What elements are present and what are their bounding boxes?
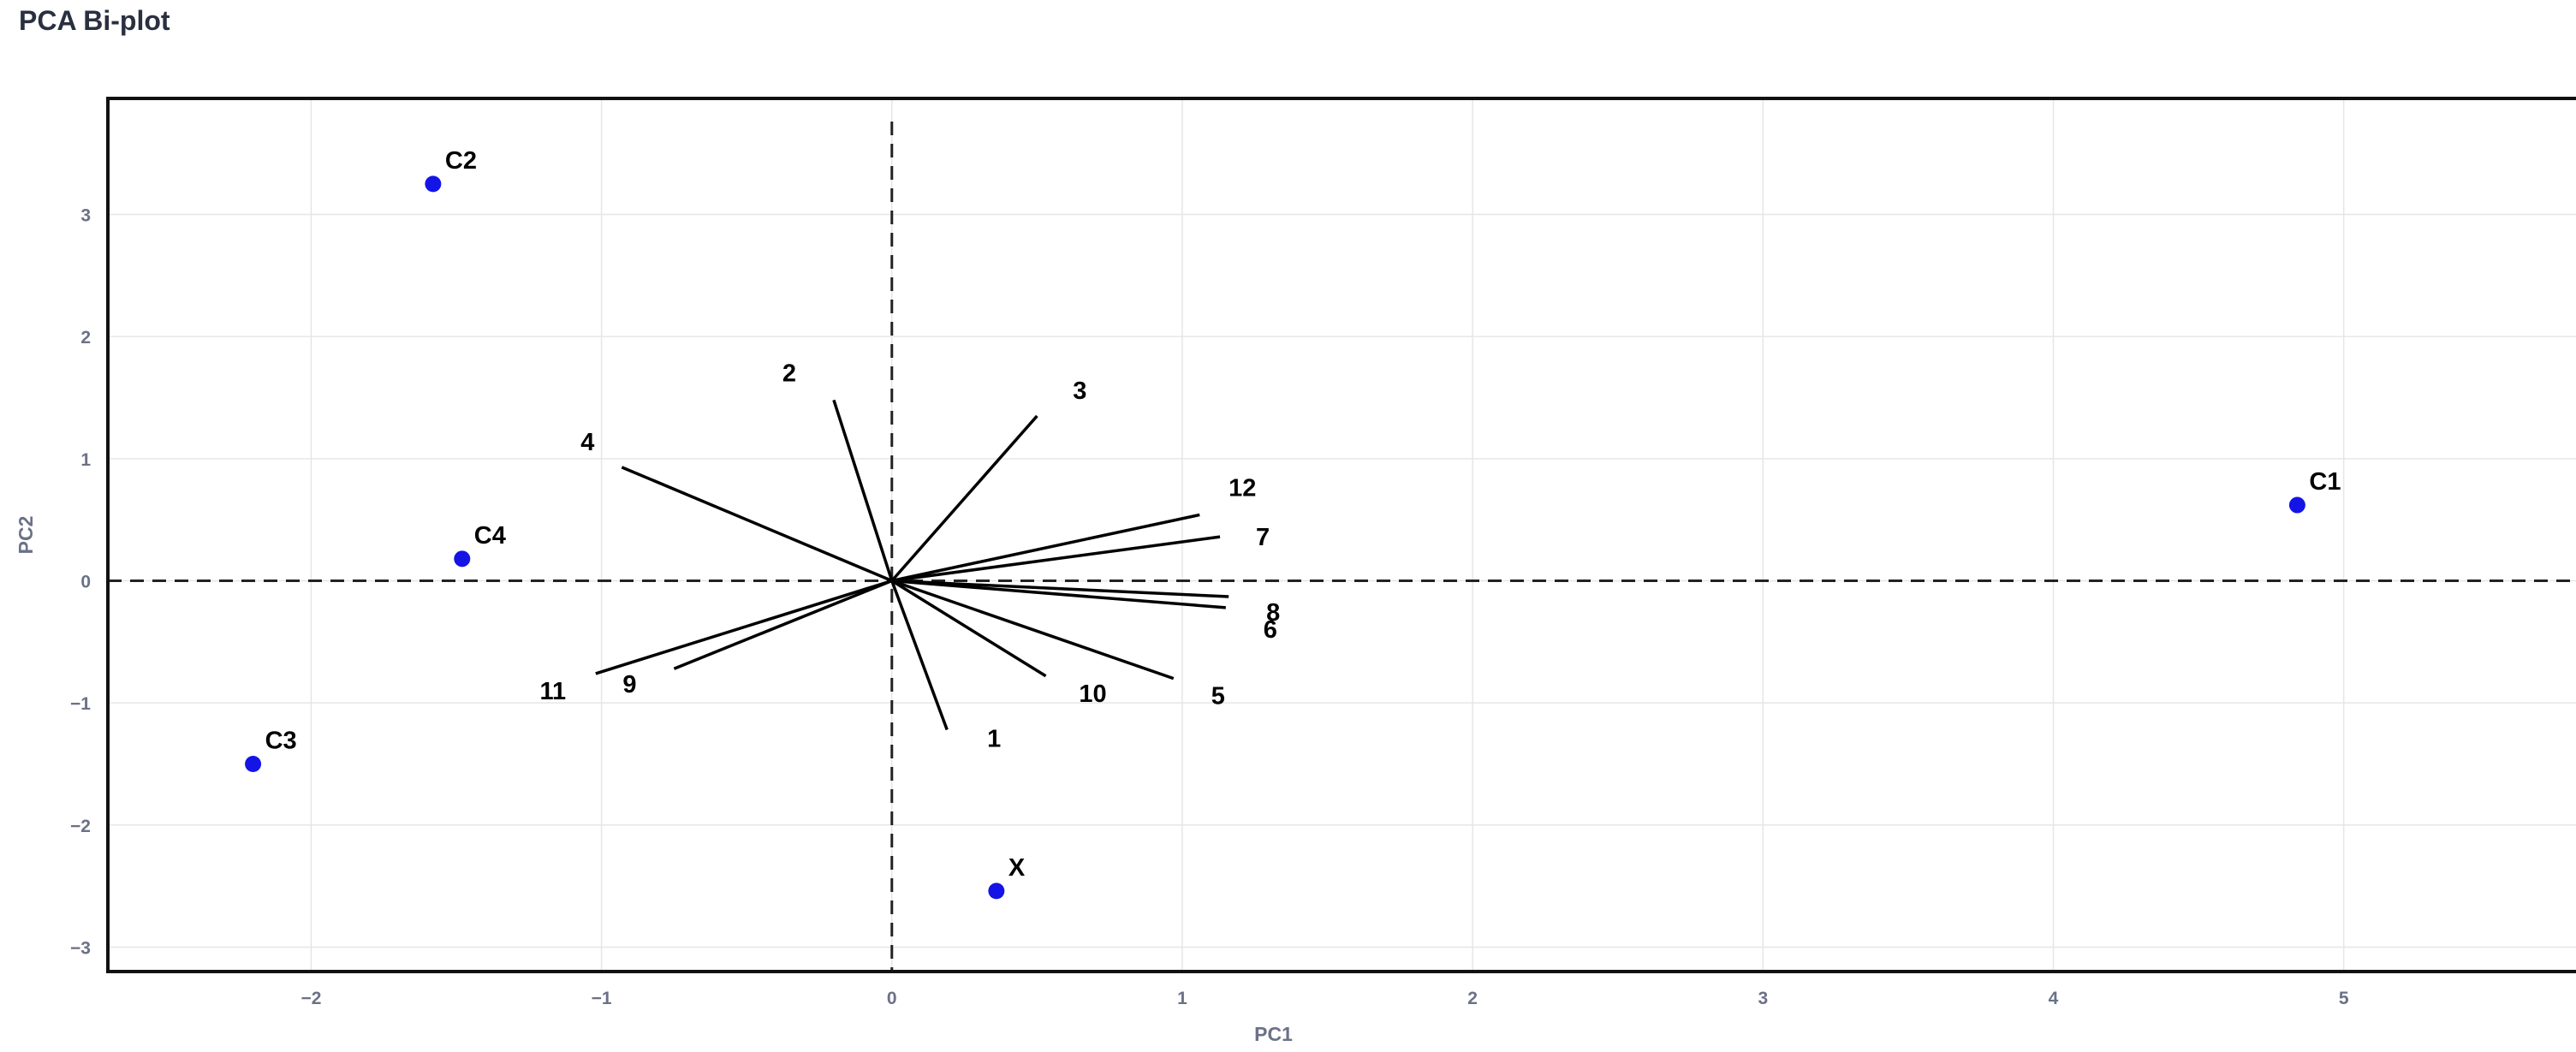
loading-vector-9: [673, 579, 893, 670]
y-axis-title: PC2: [15, 516, 37, 555]
score-point-label-X: X: [1008, 854, 1026, 882]
x-tick-label: 1: [1177, 989, 1187, 1008]
y-tick-label: −2: [70, 817, 91, 836]
score-points: C1 C2 C3 C4 X: [245, 147, 2341, 900]
score-point-label-C1: C1: [2309, 468, 2341, 496]
loading-vector-11: [595, 579, 893, 675]
loading-vector-4: [621, 466, 893, 583]
y-tick-label: 1: [80, 450, 91, 470]
loading-label-4: 4: [580, 429, 594, 456]
x-tick-label: 4: [2049, 989, 2059, 1008]
loading-label-12: 12: [1229, 474, 1256, 502]
loading-label-6: 6: [1264, 616, 1277, 644]
score-point-C1: [2288, 496, 2305, 514]
loading-label-3: 3: [1073, 377, 1086, 405]
score-point-label-C4: C4: [474, 522, 506, 550]
x-tick-label: 2: [1467, 989, 1478, 1008]
y-tick-label: 0: [80, 572, 91, 591]
score-point-label-C2: C2: [445, 147, 477, 175]
loading-vector-5: [891, 579, 1175, 681]
loading-vector-7: [891, 535, 1221, 583]
loading-label-5: 5: [1211, 683, 1225, 710]
loading-label-8: 8: [1266, 599, 1280, 627]
score-point-C2: [425, 175, 442, 193]
page-title: PCA Bi-plot: [19, 5, 170, 36]
loading-vector-6: [891, 579, 1226, 609]
reference-lines: [108, 122, 2576, 972]
loading-label-9: 9: [622, 671, 636, 698]
x-tick-label: −2: [300, 989, 321, 1008]
x-tick-label: −1: [592, 989, 612, 1008]
loading-label-11: 11: [539, 678, 566, 705]
x-tick-label: 5: [2339, 989, 2349, 1008]
score-point-C4: [454, 550, 471, 568]
x-tick-label: 3: [1758, 989, 1768, 1008]
loading-label-10: 10: [1079, 681, 1106, 708]
loading-vector-3: [890, 414, 1038, 582]
loading-label-7: 7: [1256, 524, 1270, 551]
score-point-C3: [245, 755, 262, 772]
y-tick-label: 3: [80, 206, 91, 226]
loading-label-1: 1: [987, 726, 1001, 753]
loading-label-2: 2: [782, 360, 796, 387]
x-axis-title: PC1: [1254, 1023, 1293, 1045]
loading-vector-2: [832, 399, 894, 582]
loading-vector-1: [890, 579, 949, 731]
y-tick-label: −3: [70, 938, 91, 958]
loading-vector-8: [891, 579, 1229, 598]
y-tick-label: 2: [80, 328, 91, 348]
y-tick-label: −1: [70, 694, 91, 714]
loading-vector-10: [890, 579, 1047, 678]
score-point-X: [988, 883, 1005, 900]
loading-vector-12: [891, 513, 1200, 583]
x-tick-label: 0: [887, 989, 897, 1008]
plot-frame: [106, 97, 2576, 973]
score-point-label-C3: C3: [265, 727, 297, 754]
